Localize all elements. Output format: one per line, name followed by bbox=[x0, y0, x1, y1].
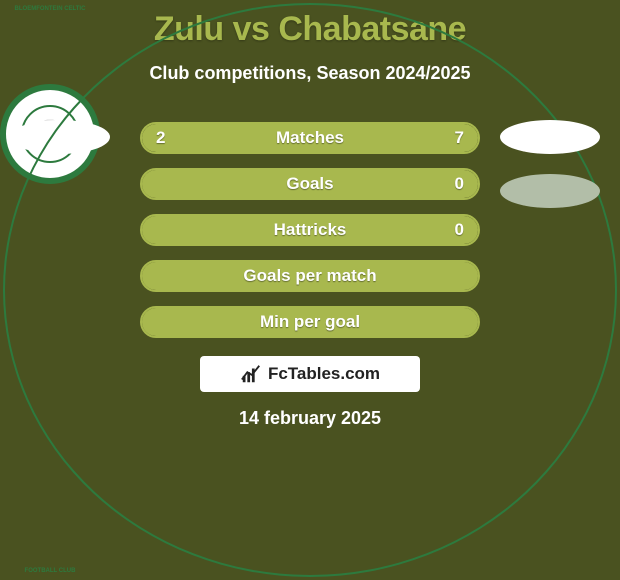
stat-value-right: 0 bbox=[455, 220, 464, 240]
player2-badge-1 bbox=[500, 120, 600, 154]
stat-label: Hattricks bbox=[274, 220, 347, 240]
date-text: 14 february 2025 bbox=[0, 408, 620, 429]
stat-label: Goals bbox=[286, 174, 333, 194]
stat-bar-hattricks: Hattricks 0 bbox=[140, 214, 480, 246]
player2-badge-2 bbox=[500, 174, 600, 208]
stat-value-left: 2 bbox=[156, 128, 165, 148]
attribution-box: FcTables.com bbox=[200, 356, 420, 392]
stat-fill-left bbox=[142, 124, 202, 152]
stats-container: 2 Matches 7 Goals 0 Hattricks 0 Goals pe… bbox=[140, 122, 480, 352]
attribution-text: FcTables.com bbox=[268, 364, 380, 384]
stat-bar-min-per-goal: Min per goal bbox=[140, 306, 480, 338]
stat-value-right: 0 bbox=[455, 174, 464, 194]
stat-value-right: 7 bbox=[455, 128, 464, 148]
stat-bar-goals: Goals 0 bbox=[140, 168, 480, 200]
stat-bar-matches: 2 Matches 7 bbox=[140, 122, 480, 154]
stat-label: Goals per match bbox=[243, 266, 376, 286]
stat-label: Matches bbox=[276, 128, 344, 148]
stat-bar-goals-per-match: Goals per match bbox=[140, 260, 480, 292]
stat-label: Min per goal bbox=[260, 312, 360, 332]
chart-icon bbox=[240, 363, 262, 385]
